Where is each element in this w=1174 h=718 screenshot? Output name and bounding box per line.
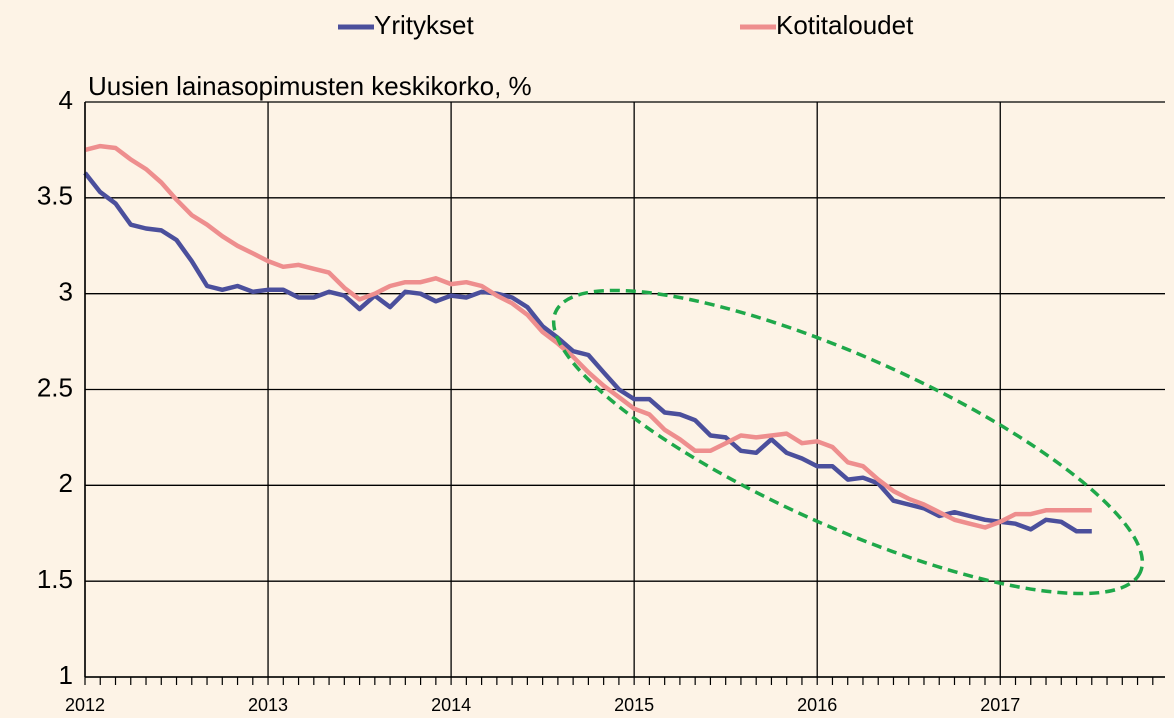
series-line — [84, 143, 1092, 530]
x-tick-label: 2016 — [797, 695, 837, 715]
y-tick-label: 3.5 — [37, 181, 73, 211]
axis-title: Uusien lainasopimusten keskikorko, % — [88, 71, 532, 101]
x-tick-label: 2015 — [614, 695, 654, 715]
y-tick-label: 4 — [59, 85, 73, 115]
legend-label: Kotitaloudet — [776, 10, 914, 40]
x-tick-label: 2013 — [248, 695, 288, 715]
series-line — [83, 171, 1092, 534]
y-tick-label: 1.5 — [37, 564, 73, 594]
y-tick-label: 2 — [59, 468, 73, 498]
y-tick-label: 2.5 — [37, 372, 73, 402]
x-tick-label: 2017 — [980, 695, 1020, 715]
legend-label: Yritykset — [374, 10, 474, 40]
x-tick-label: 2012 — [65, 695, 105, 715]
x-tick-label: 2014 — [431, 695, 471, 715]
y-tick-label: 3 — [59, 277, 73, 307]
highlight-ellipse — [551, 288, 1145, 596]
y-tick-label: 1 — [59, 660, 73, 690]
